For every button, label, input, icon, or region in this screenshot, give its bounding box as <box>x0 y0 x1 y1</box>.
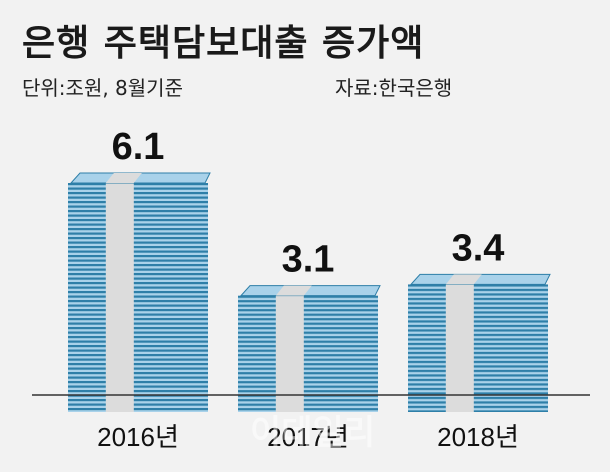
labels-group: 6.1 2016년 3.1 2017년 3.4 2018년 <box>97 126 519 452</box>
unit-note: 단위:조원, 8월기준 <box>22 76 183 100</box>
bar-2018년 <box>408 273 551 412</box>
bars-group <box>68 172 551 412</box>
watermark: 이데일리 <box>250 413 376 453</box>
category-label: 2017년 <box>267 422 349 452</box>
bar-2016년 <box>68 172 211 412</box>
bar-2017년 <box>238 285 381 412</box>
value-label: 3.1 <box>282 239 335 281</box>
category-label: 2018년 <box>437 422 519 452</box>
value-label: 6.1 <box>112 126 165 168</box>
category-label: 2016년 <box>97 422 179 452</box>
source-note: 자료:한국은행 <box>335 76 453 100</box>
value-label: 3.4 <box>452 227 505 269</box>
chart-title: 은행 주택담보대출 증가액 <box>22 23 425 64</box>
